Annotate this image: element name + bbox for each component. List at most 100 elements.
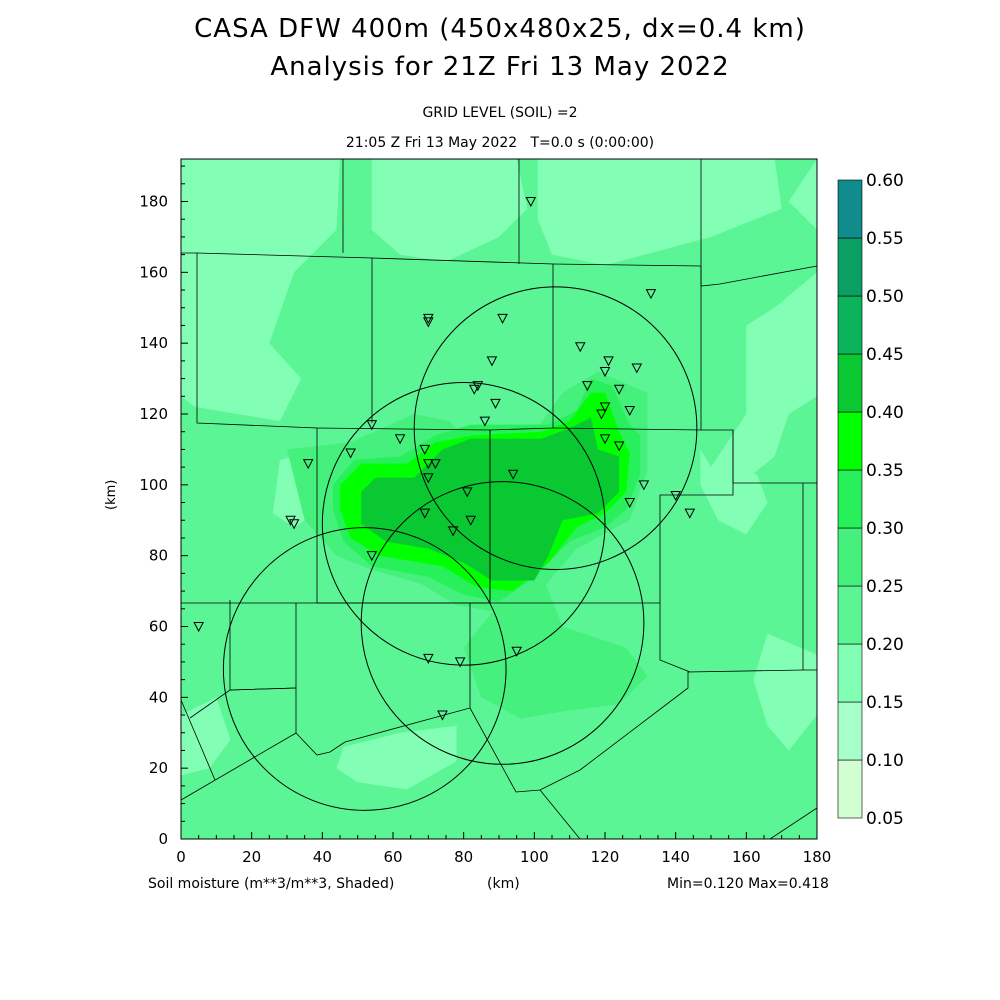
county-border bbox=[469, 669, 804, 793]
colorbar-label: 0.45 bbox=[866, 345, 904, 365]
station-marker bbox=[631, 363, 643, 374]
station-marker bbox=[465, 515, 477, 526]
colorbar-segment bbox=[837, 469, 863, 529]
station-marker bbox=[479, 416, 491, 427]
colorbar-segment bbox=[837, 527, 863, 587]
min-max-label: Min=0.120 Max=0.418 bbox=[667, 876, 829, 892]
station-marker bbox=[423, 473, 434, 484]
county-border bbox=[317, 602, 691, 673]
station-marker bbox=[437, 710, 448, 721]
colorbar-label: 0.05 bbox=[866, 809, 904, 829]
colorbar-label: 0.35 bbox=[866, 461, 904, 481]
moisture-region bbox=[361, 417, 620, 581]
x-tick-label: 20 bbox=[242, 848, 261, 866]
moisture-region bbox=[332, 378, 641, 602]
y-tick-label: 60 bbox=[149, 618, 168, 636]
range-ring bbox=[413, 286, 698, 570]
moisture-region bbox=[711, 159, 817, 485]
range-ring bbox=[321, 381, 606, 666]
colorbar-label: 0.55 bbox=[866, 229, 904, 249]
moisture-region bbox=[181, 697, 231, 776]
colorbar-segment bbox=[837, 179, 863, 239]
station-marker bbox=[302, 459, 314, 470]
station-marker bbox=[645, 289, 657, 300]
station-marker bbox=[423, 317, 434, 328]
county-border bbox=[181, 732, 297, 801]
moisture-region bbox=[753, 633, 817, 751]
county-border bbox=[196, 252, 373, 423]
station-marker bbox=[525, 197, 537, 208]
station-marker bbox=[430, 459, 441, 470]
county-border bbox=[700, 159, 817, 287]
station-marker bbox=[670, 490, 681, 502]
station-marker bbox=[419, 444, 431, 455]
station-marker bbox=[603, 356, 614, 367]
county-border bbox=[802, 483, 817, 671]
station-marker bbox=[366, 420, 378, 431]
y-tick-label: 80 bbox=[149, 547, 168, 565]
station-marker bbox=[507, 469, 519, 480]
station-marker bbox=[454, 657, 466, 668]
station-marker bbox=[345, 448, 356, 459]
moisture-region bbox=[537, 159, 782, 266]
range-ring bbox=[222, 527, 507, 811]
station-marker bbox=[599, 402, 611, 413]
variable-label: Soil moisture (m**3/m**3, Shaded) bbox=[148, 876, 395, 892]
x-tick-label: 40 bbox=[313, 848, 332, 866]
station-markers bbox=[193, 197, 696, 721]
station-marker bbox=[472, 381, 484, 392]
county-border bbox=[181, 252, 318, 604]
moisture-region bbox=[336, 725, 457, 790]
station-marker bbox=[574, 342, 586, 353]
station-marker bbox=[497, 313, 508, 324]
x-tick-label: 0 bbox=[176, 848, 186, 866]
radar-range-rings bbox=[222, 286, 698, 811]
x-tick-label: 140 bbox=[661, 848, 690, 866]
moisture-region bbox=[287, 371, 648, 613]
y-tick-label: 160 bbox=[139, 263, 168, 281]
valid-time-label: 21:05 Z Fri 13 May 2022 T=0.0 s (0:00:00… bbox=[345, 135, 655, 151]
station-marker bbox=[613, 441, 625, 452]
y-tick-label: 40 bbox=[149, 688, 168, 706]
x-tick-label: 60 bbox=[383, 848, 402, 866]
county-border bbox=[769, 807, 817, 839]
x-tick-label: 100 bbox=[520, 848, 549, 866]
station-marker bbox=[613, 384, 625, 395]
moisture-region bbox=[700, 449, 768, 535]
county-border bbox=[189, 603, 471, 756]
county-borders bbox=[181, 159, 817, 839]
station-marker bbox=[447, 526, 459, 537]
colorbar-label: 0.50 bbox=[866, 287, 904, 307]
county-border bbox=[552, 263, 702, 431]
station-marker bbox=[511, 646, 522, 657]
y-tick-label: 120 bbox=[139, 405, 168, 423]
colorbar-label: 0.25 bbox=[866, 577, 904, 597]
county-border bbox=[181, 603, 216, 781]
colorbar-segment bbox=[837, 237, 863, 297]
station-marker bbox=[599, 434, 611, 445]
station-marker bbox=[288, 519, 300, 530]
station-marker bbox=[366, 551, 378, 562]
colorbar-label: 0.20 bbox=[866, 635, 904, 655]
county-border bbox=[229, 600, 297, 691]
colorbar-label: 0.15 bbox=[866, 693, 904, 713]
moisture-region bbox=[463, 555, 648, 719]
station-marker bbox=[423, 313, 434, 324]
station-marker bbox=[624, 498, 636, 509]
x-tick-label: 120 bbox=[591, 848, 620, 866]
county-border bbox=[732, 430, 817, 484]
moisture-region bbox=[272, 449, 323, 528]
x-axis-label: (km) bbox=[487, 876, 520, 892]
y-axis: 0 20 40 60 80 100 120 140 160 180 bbox=[139, 165, 188, 848]
colorbar-label: 0.60 bbox=[866, 171, 904, 191]
station-marker bbox=[490, 398, 501, 409]
station-marker bbox=[423, 459, 434, 470]
county-border bbox=[539, 789, 581, 839]
y-tick-label: 140 bbox=[139, 334, 168, 352]
station-marker bbox=[599, 367, 611, 378]
county-border bbox=[659, 429, 734, 603]
moisture-region bbox=[340, 392, 630, 592]
moisture-shading bbox=[181, 159, 817, 790]
grid-level-label: GRID LEVEL (SOIL) =2 bbox=[422, 105, 578, 121]
colorbar-segment bbox=[837, 411, 863, 471]
